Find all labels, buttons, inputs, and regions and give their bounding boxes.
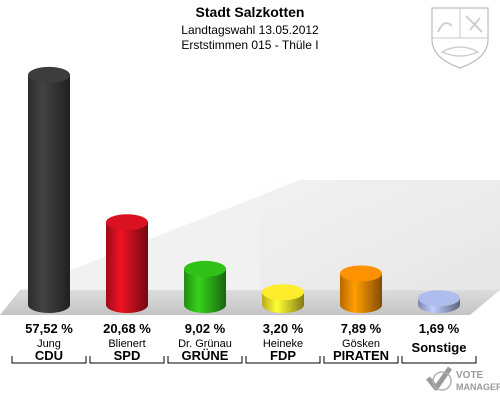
category-bracket (167, 356, 243, 364)
category-bracket (89, 356, 165, 364)
candidate-label: Blienert (108, 338, 145, 350)
bars-group (28, 66, 460, 313)
watermark-vote: VOTE (456, 370, 484, 381)
value-label: 9,02 % (185, 321, 226, 336)
party-label: CDU (35, 348, 63, 363)
party-label: GRÜNE (182, 348, 229, 363)
nrw-coat-of-arms-icon (431, 7, 489, 69)
candidate-label: Heineke (263, 338, 303, 350)
candidate-label: Gösken (342, 338, 380, 350)
category-bracket (323, 356, 399, 364)
value-label: 57,52 % (25, 321, 73, 336)
bar-spd (106, 214, 148, 313)
party-label: Sonstige (412, 340, 467, 355)
party-label: FDP (270, 348, 296, 363)
value-label: 3,20 % (263, 321, 304, 336)
bar-sonstige (418, 290, 460, 313)
bar-cdu (28, 66, 70, 313)
watermark-manager: MANAGER (456, 382, 500, 392)
party-label: SPD (114, 348, 141, 363)
category-bracket (245, 356, 321, 364)
party-label: PIRATEN (333, 348, 389, 363)
bar-fdp (262, 284, 304, 313)
chart-district: Erststimmen 015 - Thüle I (181, 38, 318, 52)
category-bracket (401, 356, 477, 364)
value-label: 20,68 % (103, 321, 151, 336)
category-bracket (11, 356, 87, 364)
value-label: 1,69 % (419, 321, 460, 336)
bar-grüne (184, 260, 226, 313)
candidate-label: Dr. Grünau (178, 338, 232, 350)
chart-title: Stadt Salzkotten (196, 4, 305, 20)
bar-piraten (340, 265, 382, 313)
candidate-label: Jung (37, 338, 61, 350)
chart-subtitle: Landtagswahl 13.05.2012 (181, 23, 319, 37)
vote-manager-logo-icon (426, 366, 453, 391)
value-label: 7,89 % (341, 321, 382, 336)
